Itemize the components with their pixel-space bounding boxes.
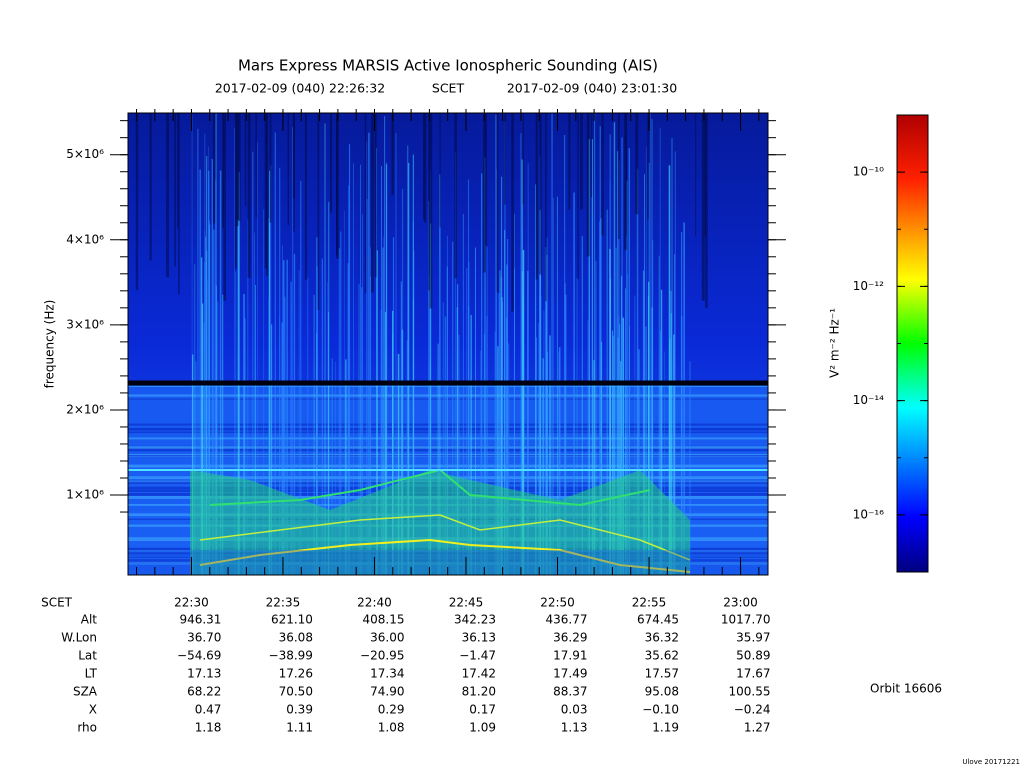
ephemeris-value: 95.08 [645, 685, 679, 699]
ephemeris-value: −54.69 [177, 649, 221, 663]
ephemeris-label: Lat [78, 649, 97, 663]
ephemeris-value: 50.89 [736, 649, 770, 663]
ephemeris-value: 17.91 [553, 649, 587, 663]
ephemeris-value: 36.08 [279, 631, 313, 645]
ephemeris-value: 0.47 [195, 703, 222, 717]
ephemeris-value: 35.62 [645, 649, 679, 663]
y-axis-label: frequency (Hz) [43, 300, 57, 389]
ephemeris-value: 88.37 [553, 685, 587, 699]
y-tick-label: 3×10⁶ [66, 317, 104, 331]
colorbar-label: V² m⁻² Hz⁻¹ [828, 308, 842, 378]
colorbar-tick-label: 10⁻¹⁴ [853, 393, 884, 407]
ephemeris-label: W.Lon [61, 631, 97, 645]
ephemeris-value: 36.70 [187, 631, 221, 645]
ephemeris-value: 0.03 [561, 703, 588, 717]
ephemeris-value: 0.29 [378, 703, 405, 717]
ephemeris-value: 68.22 [187, 685, 221, 699]
ephemeris-value: 81.20 [462, 685, 496, 699]
x-tick-label: 22:45 [449, 596, 484, 610]
y-tick-label: 5×10⁶ [66, 147, 104, 161]
ephemeris-label: LT [85, 667, 98, 681]
ephemeris-value: 1.13 [561, 721, 588, 735]
footer: Ulove 20171221 [962, 758, 1020, 766]
x-tick-label: 22:55 [632, 596, 667, 610]
colorbar-tick-label: 10⁻¹² [853, 279, 884, 293]
spectrogram-image [128, 113, 768, 575]
colorbar-tick-label: 10⁻¹⁶ [853, 507, 884, 521]
subtitle-start: 2017-02-09 (040) 22:26:32 [215, 81, 385, 96]
ephemeris-value: 17.49 [553, 667, 587, 681]
ephemeris-value: 17.42 [462, 667, 496, 681]
ephemeris-label: Alt [81, 613, 98, 627]
ephemeris-value: 436.77 [546, 613, 588, 627]
colorbar-tick-label: 10⁻¹⁰ [853, 165, 884, 179]
ephemeris-label: X [89, 703, 97, 717]
texture [199, 538, 691, 573]
ephemeris-value: 946.31 [179, 613, 221, 627]
ephemeris-value: 0.39 [286, 703, 313, 717]
x-tick-label: 23:00 [723, 596, 758, 610]
subtitle-end: 2017-02-09 (040) 23:01:30 [507, 81, 677, 96]
ephemeris-value: 17.67 [736, 667, 770, 681]
x-axis-label: SCET [41, 596, 73, 610]
ephemeris-label: SZA [73, 685, 98, 699]
ephemeris-value: 36.13 [462, 631, 496, 645]
ephemeris-value: 1.27 [744, 721, 771, 735]
ephemeris-value: 1.09 [469, 721, 496, 735]
ephemeris-value: −0.24 [734, 703, 771, 717]
ephemeris-value: 35.97 [736, 631, 770, 645]
ephemeris-value: 1.11 [286, 721, 313, 735]
ephemeris-value: 674.45 [637, 613, 679, 627]
ephemeris-value: 17.57 [645, 667, 679, 681]
ephemeris-value: −38.99 [269, 649, 313, 663]
ephemeris-value: −0.10 [642, 703, 679, 717]
y-tick-label: 4×10⁶ [66, 232, 104, 246]
ephemeris-value: −20.95 [360, 649, 404, 663]
orbit-label: Orbit 16606 [870, 682, 942, 696]
ephemeris-value: 17.26 [279, 667, 313, 681]
ephemeris-value: 342.23 [454, 613, 496, 627]
y-tick-label: 2×10⁶ [66, 402, 104, 416]
ephemeris-value: 1.08 [378, 721, 405, 735]
subtitle-mid: SCET [432, 81, 465, 96]
x-tick-label: 22:40 [357, 596, 392, 610]
ephemeris-value: 408.15 [362, 613, 404, 627]
colorbar [896, 114, 929, 573]
ephemeris-value: 36.00 [370, 631, 404, 645]
ephemeris-value: 621.10 [271, 613, 313, 627]
ephemeris-value: 74.90 [370, 685, 404, 699]
ephemeris-value: 1.19 [652, 721, 679, 735]
ephemeris-value: 1.18 [195, 721, 222, 735]
texture [199, 514, 691, 561]
ephemeris-value: 36.29 [553, 631, 587, 645]
ephemeris-value: 36.32 [645, 631, 679, 645]
ephemeris-value: 1017.70 [721, 613, 771, 627]
ephemeris-label: rho [77, 721, 97, 735]
x-tick-label: 22:35 [266, 596, 301, 610]
x-tick-label: 22:50 [540, 596, 575, 610]
ephemeris-value: 17.34 [370, 667, 404, 681]
x-tick-label: 22:30 [174, 596, 209, 610]
ephemeris-value: 0.17 [469, 703, 496, 717]
ephemeris-value: 100.55 [729, 685, 771, 699]
ephemeris-value: 17.13 [187, 667, 221, 681]
chart-title: Mars Express MARSIS Active Ionospheric S… [238, 57, 658, 75]
y-tick-label: 1×10⁶ [66, 488, 104, 502]
ephemeris-value: −1.47 [459, 649, 496, 663]
ephemeris-value: 70.50 [279, 685, 313, 699]
